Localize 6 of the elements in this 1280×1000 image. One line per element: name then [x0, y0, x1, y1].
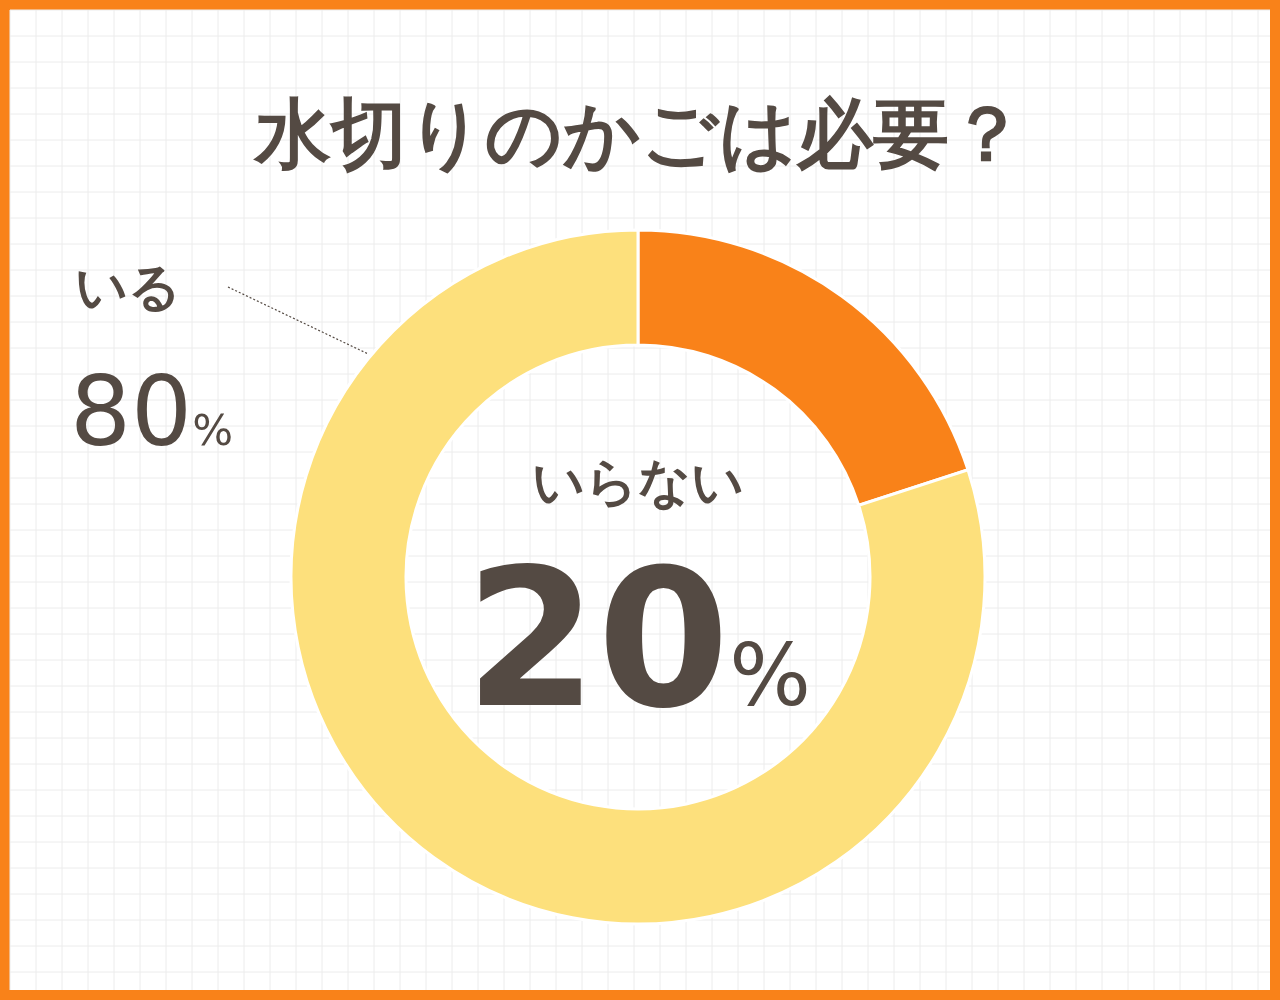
donut-slice	[289, 228, 986, 926]
data-label: 80%	[70, 356, 234, 468]
slice-label: いらない	[532, 452, 744, 512]
chart-title: 水切りのかごは必要？	[253, 89, 1025, 178]
data-label: 20%	[464, 529, 812, 750]
slice-label: いる	[75, 257, 181, 317]
